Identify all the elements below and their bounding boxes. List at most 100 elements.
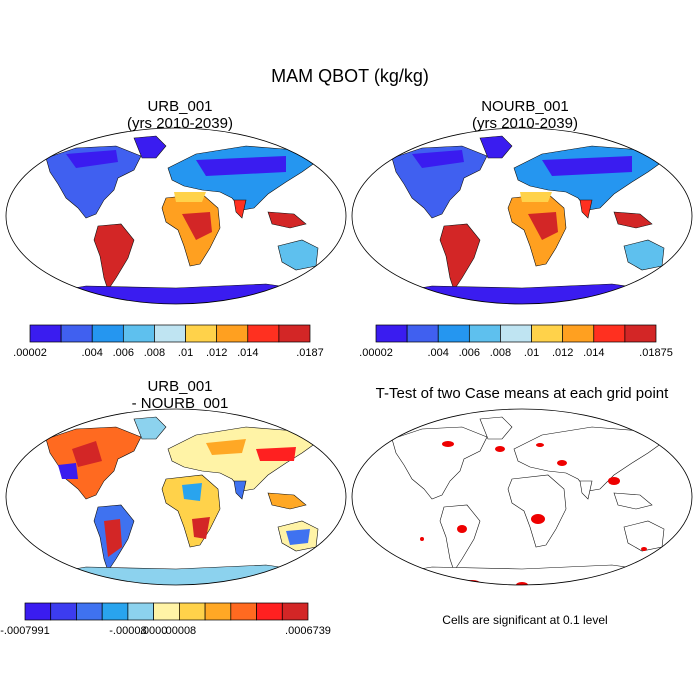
- map-nourb-region-3: [542, 156, 632, 176]
- map-diff-region-2: [104, 519, 122, 557]
- map-urb-ocean: [6, 128, 346, 304]
- colorbar-nourb-box-3: [468, 324, 501, 343]
- map-ttest-eurasia: [513, 426, 663, 492]
- colorbar-nourb-box-6: [562, 324, 595, 343]
- colorbar-urb-label-4: .01: [178, 347, 193, 359]
- colorbar-diff-box-9: [256, 602, 283, 621]
- colorbar-diff-box-2: [76, 602, 103, 621]
- colorbar-diff-label-1: -.00008: [109, 625, 146, 637]
- map-nourb-region-2: [528, 212, 558, 240]
- map-nourb-region-1: [448, 232, 470, 256]
- map-nourb-seasia: [613, 211, 653, 229]
- map-diff-border: [5, 408, 347, 586]
- colorbar-nourb-box-2: [437, 324, 470, 343]
- map-diff-greenland: [133, 416, 167, 440]
- colorbar-nourb-label-5: .012: [552, 347, 573, 359]
- colorbar-nourb-label-3: .008: [490, 347, 511, 359]
- map-ttest-india: [579, 480, 593, 500]
- map-diff-africa: [161, 474, 221, 548]
- map-urb-australia: [277, 239, 319, 271]
- map-ttest-border: [351, 408, 693, 586]
- ttest-significant-cell-3: [557, 460, 567, 466]
- map-nourb-india: [579, 199, 593, 219]
- colorbar-urb-label-5: .012: [206, 347, 227, 359]
- map-diff-namerica: [45, 426, 142, 500]
- ttest-significant-cell-6: [457, 525, 467, 533]
- map-nourb-samerica: [439, 223, 481, 291]
- map-ttest-africa: [507, 474, 567, 548]
- colorbar-nourb: .00002 .004 .006 .008 .01 .012 .014 .01875: [359, 324, 673, 359]
- map-nourb-australia: [623, 239, 665, 271]
- map-nourb-africa: [507, 193, 567, 267]
- panel-nourb-title-line2: (yrs 2010-2039): [472, 115, 578, 132]
- colorbar-urb-label-1: .004: [82, 347, 103, 359]
- colorbar-urb-box-7: [247, 324, 280, 343]
- map-nourb-namerica: [391, 145, 488, 219]
- colorbar-diff-box-6: [179, 602, 206, 621]
- colorbar-diff-box-4: [127, 602, 154, 621]
- map-diff-group: [6, 409, 346, 585]
- ttest-significant-cell-9: [516, 582, 528, 585]
- colorbar-nourb-box-7: [593, 324, 626, 343]
- panel-urb-title-line2: (yrs 2010-2039): [127, 115, 233, 132]
- map-ttest-australia: [623, 520, 665, 552]
- map-urb-antarctica: [15, 283, 337, 304]
- colorbar-nourb-label-1: .004: [428, 347, 449, 359]
- colorbar-nourb-box-8: [624, 324, 657, 343]
- colorbar-diff-box-7: [204, 602, 232, 621]
- colorbar-diff-box-0: [24, 602, 52, 621]
- colorbar-diff-box-5: [153, 602, 180, 621]
- panel-diff-title: URB_001 - NOURB_001: [40, 378, 320, 412]
- colorbar-nourb-box-0: [375, 324, 408, 343]
- map-ttest-antarctica: [361, 564, 683, 585]
- map-nourb-eurasia: [513, 145, 663, 211]
- colorbar-nourb-box-4: [500, 324, 532, 343]
- colorbar-urb-box-4: [154, 324, 186, 343]
- map-diff-region-4: [206, 439, 246, 455]
- map-urb-greenland: [133, 135, 167, 159]
- map-nourb-region-0: [412, 150, 464, 168]
- panel-urb-title: URB_001 (yrs 2010-2039): [40, 98, 320, 132]
- map-diff-seasia: [267, 492, 307, 510]
- map-diff-samerica: [93, 504, 135, 572]
- map-urb-border: [5, 127, 347, 305]
- map-urb-region-0: [66, 150, 118, 168]
- colorbar-nourb-label-7: .01875: [639, 347, 673, 359]
- colorbar-urb-box-5: [185, 324, 218, 343]
- colorbar-diff-label-2: .0000: [140, 625, 168, 637]
- map-diff-ocean: [6, 409, 346, 585]
- colorbar-urb-box-0: [29, 324, 62, 343]
- map-urb-region-1: [102, 232, 124, 256]
- colorbar-diff-box-8: [230, 602, 257, 621]
- panel-urb-title-line1: URB_001: [147, 98, 213, 115]
- map-nourb-region-4: [520, 192, 552, 202]
- ttest-significant-cell-7: [641, 547, 647, 551]
- ttest-significant-cell-10: [420, 537, 424, 541]
- map-urb-samerica: [93, 223, 135, 291]
- colorbar-diff-label-0: -.0007991: [0, 625, 50, 637]
- map-ttest-samerica: [439, 504, 481, 572]
- map-nourb-greenland: [479, 135, 513, 159]
- map-ttest-ocean: [352, 409, 692, 585]
- colorbar-nourb-label-0: .00002: [359, 347, 393, 359]
- colorbar-urb-box-1: [60, 324, 93, 343]
- ttest-significant-cell-0: [442, 441, 454, 447]
- ttest-significant-cell-8: [464, 580, 480, 585]
- colorbar-urb: .00002 .004 .006 .008 .01 .012 .014 .0187: [13, 324, 324, 359]
- map-diff-region-5: [256, 447, 296, 461]
- map-urb-eurasia: [167, 145, 317, 211]
- colorbar-urb-label-3: .008: [144, 347, 165, 359]
- map-urb-seasia: [267, 211, 307, 229]
- colorbar-diff-label-4: .0006739: [285, 625, 331, 637]
- colorbar-urb-label-6: .014: [237, 347, 258, 359]
- panel-nourb-title: NOURB_001 (yrs 2010-2039): [385, 98, 665, 132]
- colorbar-nourb-label-6: .014: [583, 347, 604, 359]
- ttest-note: Cells are significant at 0.1 level: [442, 613, 608, 627]
- panel-nourb-title-line1: NOURB_001: [481, 98, 569, 115]
- colorbar-nourb-label-2: .006: [459, 347, 480, 359]
- map-diff-australia: [277, 520, 319, 552]
- map-urb-group: [6, 128, 346, 304]
- map-urb-namerica: [45, 145, 142, 219]
- map-diff-region-7: [286, 529, 310, 545]
- colorbar-diff-label-3: .00008: [163, 625, 197, 637]
